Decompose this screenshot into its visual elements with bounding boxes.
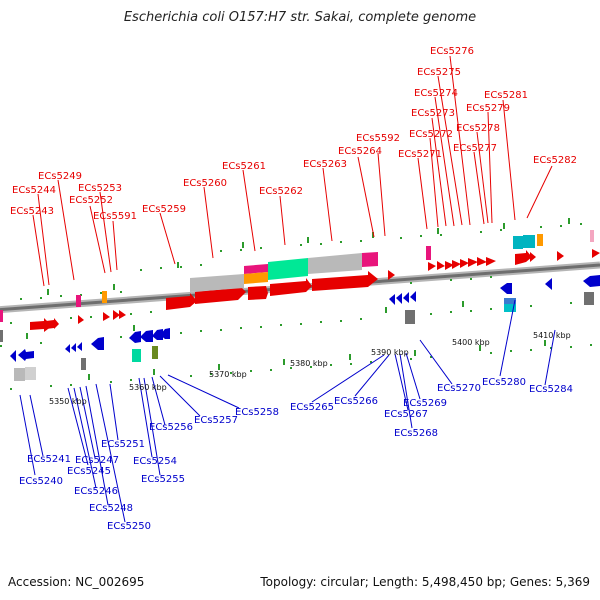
- gene-label: ECs5278: [456, 123, 500, 134]
- gene-label: ECs5274: [414, 88, 458, 99]
- gene-label: ECs5241: [27, 454, 71, 465]
- axis-label: 5360 kbp: [129, 383, 167, 392]
- gene-label: ECs5273: [411, 108, 455, 119]
- forward-outer-dots: [20, 223, 582, 300]
- gene-label: ECs5255: [141, 474, 185, 485]
- gene-label: ECs5248: [89, 503, 133, 514]
- gene-label: ECs5263: [303, 159, 347, 170]
- major-ticks: [26, 218, 570, 380]
- gene-label: ECs5250: [107, 521, 151, 532]
- gene-label: ECs5243: [10, 206, 54, 217]
- gene-label: ECs5240: [19, 476, 63, 487]
- gene-label: ECs5257: [194, 415, 238, 426]
- gene-label: ECs5258: [235, 407, 279, 418]
- axis-label: 5350 kbp: [49, 397, 87, 406]
- gene-label: ECs5280: [482, 377, 526, 388]
- gene-label: ECs5282: [533, 155, 577, 166]
- forward-leader-lines: [32, 55, 553, 287]
- gene-label: ECs5251: [101, 439, 145, 450]
- gene-label: ECs5268: [394, 428, 438, 439]
- gene-label: ECs5279: [466, 103, 510, 114]
- gene-label: ECs5256: [149, 422, 193, 433]
- axis-label: 5410 kbp: [533, 331, 571, 340]
- gene-label: ECs5246: [74, 486, 118, 497]
- gene-label: ECs5254: [133, 456, 177, 467]
- gene-label: ECs5252: [69, 195, 113, 206]
- genome-info-text: Topology: circular; Length: 5,498,450 bp…: [260, 575, 590, 589]
- reverse-gene-labels: ECs5240 ECs5241 ECs5245 ECs5246 ECs5247 …: [19, 377, 573, 532]
- reverse-leader-lines: [19, 299, 556, 523]
- forward-feature-blocks: [0, 230, 594, 322]
- forward-gene-labels: ECs5243 ECs5244 ECs5249 ECs5252 ECs5253 …: [10, 46, 577, 222]
- gene-label: ECs5271: [398, 149, 442, 160]
- gene-label: ECs5270: [437, 383, 481, 394]
- gene-label: ECs5249: [38, 171, 82, 182]
- gene-label: ECs5265: [290, 402, 334, 413]
- gene-label: ECs5264: [338, 146, 382, 157]
- gene-label: ECs5272: [409, 129, 453, 140]
- reverse-feature-blocks: [0, 292, 594, 381]
- gene-label: ECs5259: [142, 204, 186, 215]
- gene-label: ECs5260: [183, 178, 227, 189]
- gene-label: ECs5261: [222, 161, 266, 172]
- gene-label: ECs5247: [75, 455, 119, 466]
- gene-label: ECs5266: [334, 396, 378, 407]
- forward-gene-arrows: [30, 249, 600, 332]
- reverse-outer-dots: [10, 344, 592, 390]
- gene-label: ECs5277: [453, 143, 497, 154]
- gene-label: ECs5592: [356, 133, 400, 144]
- reverse-inner-dots: [0, 302, 572, 347]
- axis-label: 5380 kbp: [290, 359, 328, 368]
- map-title: Escherichia coli O157:H7 str. Sakai, com…: [123, 10, 477, 25]
- gene-label: ECs5262: [259, 186, 303, 197]
- gene-label: ECs5253: [78, 183, 122, 194]
- gene-label: ECs5275: [417, 67, 461, 78]
- forward-inner-dots: [10, 276, 492, 324]
- position-axis-labels: 5350 kbp 5360 kbp 5370 kbp 5380 kbp 5390…: [49, 331, 571, 406]
- axis-label: 5390 kbp: [371, 348, 409, 357]
- gene-label: ECs5267: [384, 409, 428, 420]
- gene-label: ECs5244: [12, 185, 56, 196]
- track-guides: [0, 218, 592, 390]
- gene-label: ECs5276: [430, 46, 474, 57]
- gene-label: ECs5269: [403, 398, 447, 409]
- axis-label: 5400 kbp: [452, 338, 490, 347]
- axis-label: 5370 kbp: [209, 370, 247, 379]
- gene-label: ECs5281: [484, 90, 528, 101]
- gene-label: ECs5591: [93, 211, 137, 222]
- gene-label: ECs5245: [67, 466, 111, 477]
- reverse-gene-arrows: [10, 275, 600, 362]
- accession-text: Accession: NC_002695: [8, 575, 145, 589]
- gene-label: ECs5284: [529, 384, 573, 395]
